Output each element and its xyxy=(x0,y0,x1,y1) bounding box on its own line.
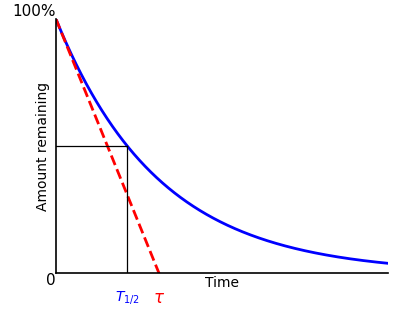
Y-axis label: Amount remaining: Amount remaining xyxy=(36,82,50,211)
Text: $T_{1/2}$: $T_{1/2}$ xyxy=(115,289,140,306)
X-axis label: Time: Time xyxy=(205,276,239,290)
Text: 100%: 100% xyxy=(12,4,56,19)
Text: $\tau$: $\tau$ xyxy=(153,289,165,307)
Text: 0: 0 xyxy=(46,273,56,288)
